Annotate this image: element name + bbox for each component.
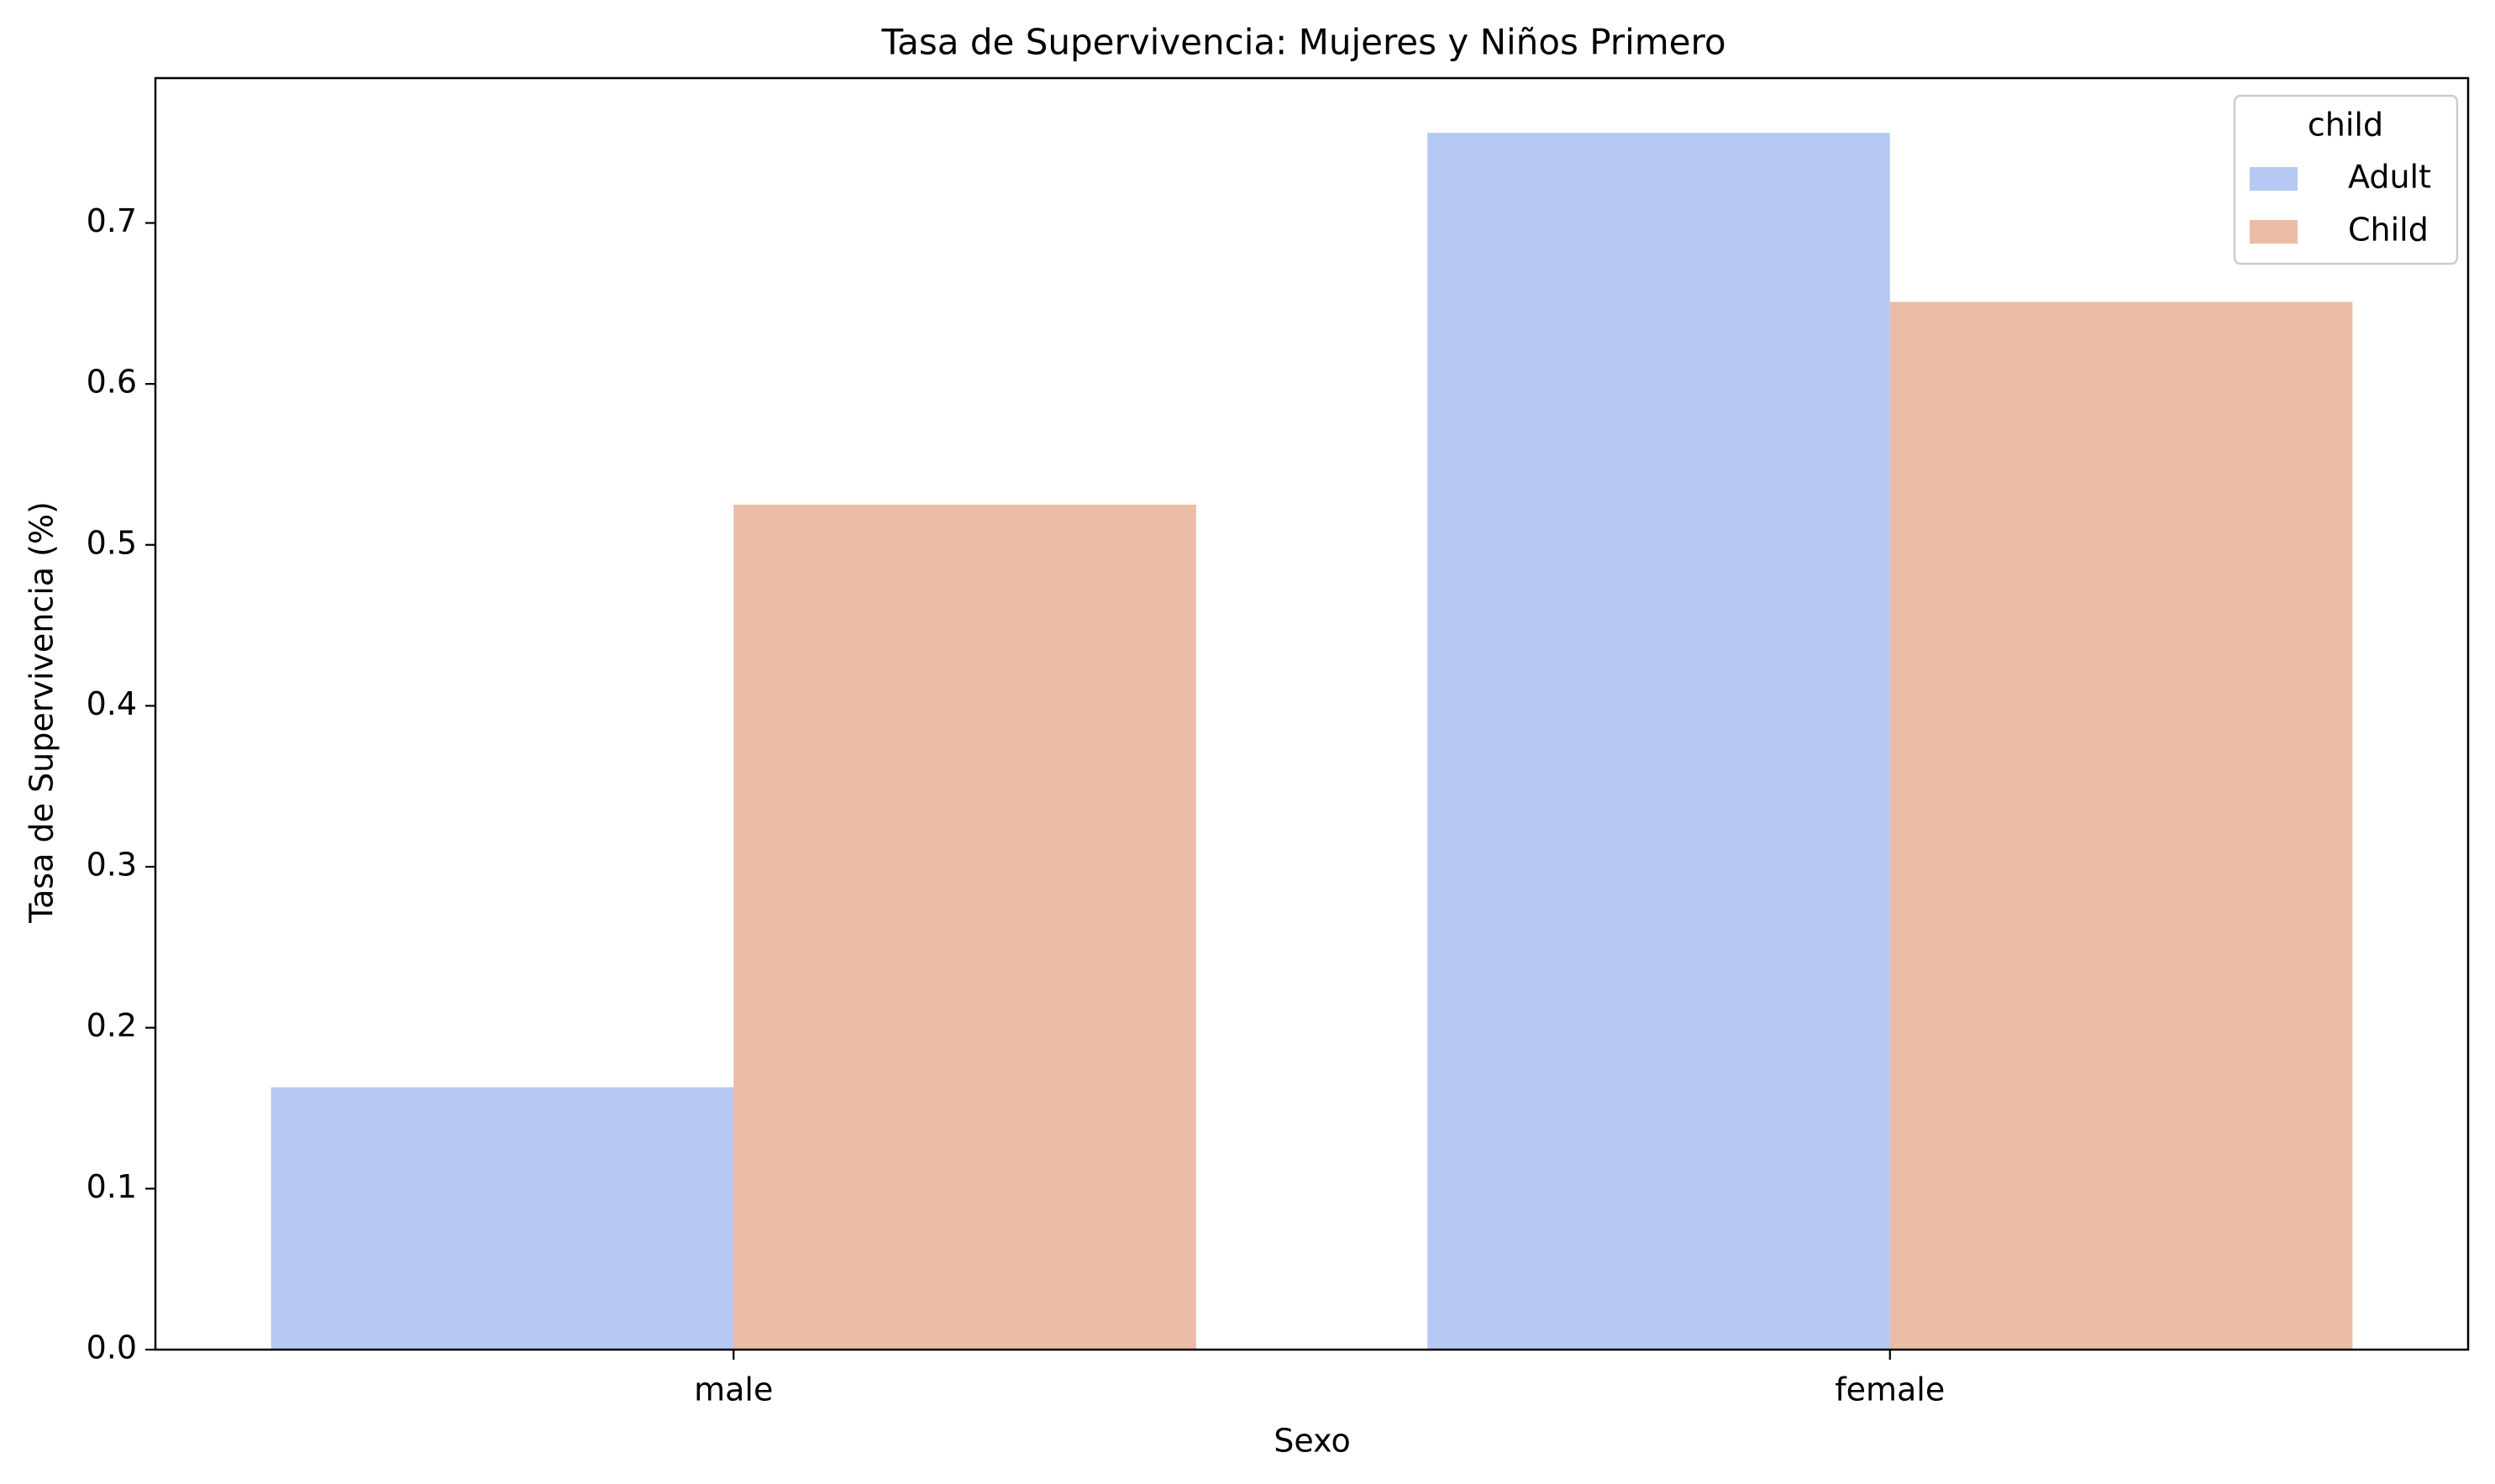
legend-swatch-adult [2250,167,2298,191]
y-tick-label: 0.6 [87,364,137,401]
y-tick-label: 0.1 [87,1168,137,1205]
y-tick-label: 0.4 [87,685,137,722]
bar-child-male [733,504,1196,1350]
bars-layer [271,133,2353,1350]
bar-adult-female [1427,133,1890,1350]
y-tick-label: 0.3 [87,847,137,884]
y-tick-label: 0.7 [87,202,137,239]
x-tick-label-female: female [1835,1371,1945,1408]
bar-adult-male [271,1087,734,1350]
y-tick-label: 0.2 [87,1007,137,1044]
x-axis-label: Sexo [1274,1423,1350,1460]
legend-swatch-child [2250,220,2298,244]
plot-frame [154,76,2470,1351]
y-tick-label: 0.5 [87,524,137,561]
axes-layer: 0.0 0.1 0.2 0.3 0.4 0.5 0.6 0.7 male female [87,76,2470,1408]
legend: child Adult Child [2233,94,2459,265]
legend-label-child: Child [2348,212,2429,249]
bar-child-female [1889,302,2353,1350]
y-tick-label: 0.0 [87,1329,137,1366]
legend-title: child [2308,107,2383,144]
chart-title: Tasa de Supervivencia: Mujeres y Niños P… [880,22,1725,63]
y-axis-label: Tasa de Supervivencia (%) [24,501,60,924]
x-tick-label-male: male [694,1371,773,1408]
legend-label-adult: Adult [2348,159,2431,196]
